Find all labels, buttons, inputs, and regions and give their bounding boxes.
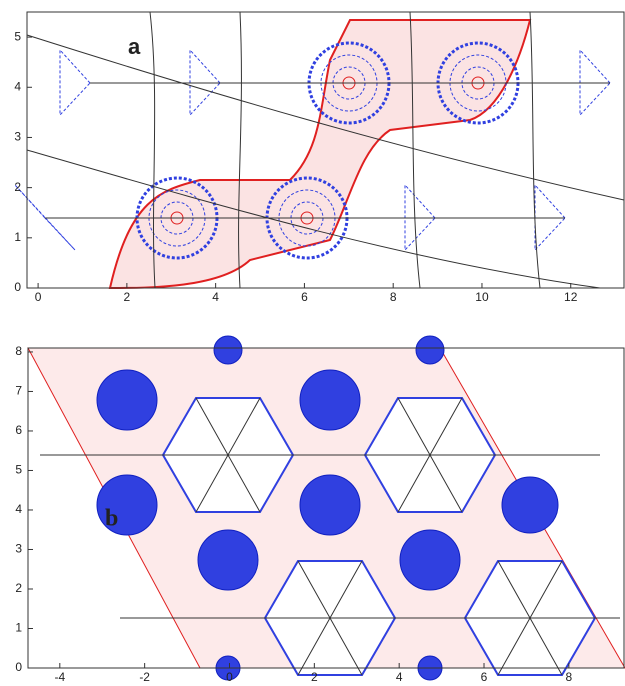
panel-label: b xyxy=(105,506,118,532)
y-tick-label: 8 xyxy=(15,344,22,358)
x-tick-label: 10 xyxy=(475,290,489,304)
x-tick-label: 12 xyxy=(564,290,578,304)
x-tick-label: 6 xyxy=(301,290,308,304)
y-tick-label: 6 xyxy=(15,423,22,437)
y-tick-label: 0 xyxy=(15,660,22,674)
panel-a-contours xyxy=(14,11,625,290)
y-tick-label: 3 xyxy=(15,542,22,556)
y-tick-label: 2 xyxy=(14,180,21,194)
bond-lines xyxy=(40,397,620,676)
panel-label: a xyxy=(128,34,141,59)
y-tick-label: 2 xyxy=(15,581,22,595)
x-tick-label: 4 xyxy=(396,670,403,684)
x-tick-label: 6 xyxy=(481,670,488,684)
x-tick-label: -2 xyxy=(139,670,150,684)
y-tick-label: 4 xyxy=(15,502,22,516)
x-tick-label: 2 xyxy=(124,290,131,304)
y-tick-label: 7 xyxy=(15,384,22,398)
y-tick-label: 5 xyxy=(15,463,22,477)
y-tick-label: 1 xyxy=(14,230,21,244)
y-tick-label: 1 xyxy=(15,621,22,635)
blue-lobes xyxy=(96,335,559,681)
x-tick-label: 8 xyxy=(390,290,397,304)
y-tick-label: 4 xyxy=(14,79,21,93)
x-tick-label: -4 xyxy=(54,670,65,684)
bond-paths xyxy=(26,11,625,289)
contour-region xyxy=(108,19,532,290)
y-tick-label: 3 xyxy=(14,130,21,144)
x-tick-label: 8 xyxy=(566,670,573,684)
plot-frame xyxy=(26,11,625,289)
y-tick-label: 5 xyxy=(14,29,21,43)
x-tick-label: 2 xyxy=(311,670,318,684)
x-tick-label: 0 xyxy=(226,670,233,684)
y-tick-label: 0 xyxy=(14,280,21,294)
panel-b-contours xyxy=(27,335,625,681)
x-tick-label: 0 xyxy=(35,290,42,304)
x-tick-label: 4 xyxy=(212,290,219,304)
plot-frame xyxy=(27,347,625,669)
